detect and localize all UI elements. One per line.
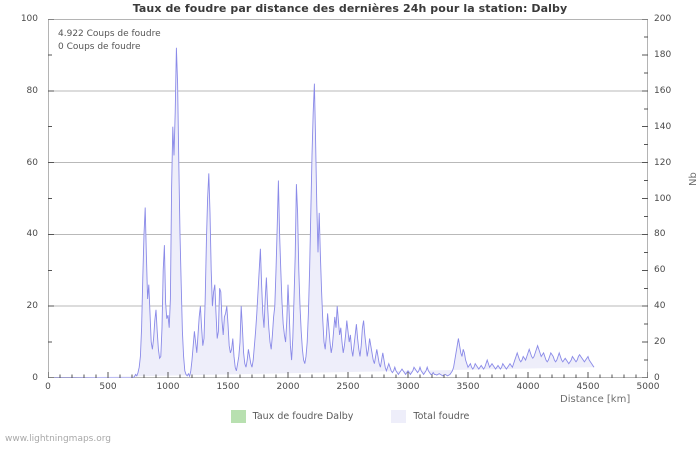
y-right-tick-label: 180 <box>654 49 672 60</box>
y-right-tick-label: 80 <box>654 229 666 240</box>
legend-label-station-rate: Taux de foudre Dalby <box>252 411 354 422</box>
legend-label-total-strokes: Total foudre <box>413 411 470 422</box>
y-left-tick-label: 0 <box>32 373 38 383</box>
x-tick-label: 4500 <box>576 382 600 392</box>
y-left-tick-label: 100 <box>20 14 38 24</box>
y-right-tick-label: 160 <box>654 85 672 96</box>
x-tick-label: 1000 <box>156 382 180 392</box>
x-tick-label: 3000 <box>396 382 420 392</box>
chart-legend: Taux de foudre Dalby Total foudre <box>0 410 700 423</box>
annotation-station-strokes: 0 Coups de foudre <box>58 42 141 52</box>
y-left-tick-label: 40 <box>26 229 38 240</box>
y-left-tick-label: 80 <box>26 85 38 96</box>
annotation-total-strokes: 4.922 Coups de foudre <box>58 29 161 39</box>
y-right-tick-label: 200 <box>654 14 672 24</box>
y-right-tick-label: 120 <box>654 157 672 168</box>
y-right-tick-label: 0 <box>654 373 660 383</box>
x-tick-label: 4000 <box>516 382 540 392</box>
y-right-tick-label: 40 <box>654 301 666 312</box>
x-tick-label: 5000 <box>636 382 660 392</box>
x-tick-label: 1500 <box>216 382 240 392</box>
x-tick-label: 2500 <box>336 382 360 392</box>
footer-url: www.lightningmaps.org <box>5 434 111 444</box>
x-tick-label: 500 <box>99 382 117 392</box>
x-axis-title: Distance [km] <box>560 394 631 405</box>
legend-item-station-rate[interactable]: Taux de foudre Dalby <box>230 410 354 423</box>
x-tick-label: 2000 <box>276 382 300 392</box>
chart-title: Taux de foudre par distance des dernière… <box>132 2 568 15</box>
series-area-1 <box>48 47 594 378</box>
y-right-tick-label: 20 <box>654 337 666 348</box>
legend-item-total-strokes[interactable]: Total foudre <box>391 410 469 423</box>
legend-swatch-station-rate <box>230 410 246 423</box>
legend-swatch-total-strokes <box>391 410 407 423</box>
y-left-tick-label: 60 <box>26 157 38 168</box>
x-tick-label: 0 <box>45 382 51 392</box>
x-tick-label: 3500 <box>456 382 480 392</box>
y-right-tick-label: 140 <box>654 121 672 132</box>
y-right-tick-label: 100 <box>654 193 672 204</box>
y-left-tick-label: 20 <box>26 301 38 312</box>
plot-canvas <box>48 19 648 378</box>
y-axis-right-title: Nb <box>688 172 699 186</box>
annotation-block: 4.922 Coups de foudre 0 Coups de foudre <box>58 28 161 54</box>
y-right-tick-label: 60 <box>654 265 666 276</box>
series-line-1 <box>48 47 595 378</box>
